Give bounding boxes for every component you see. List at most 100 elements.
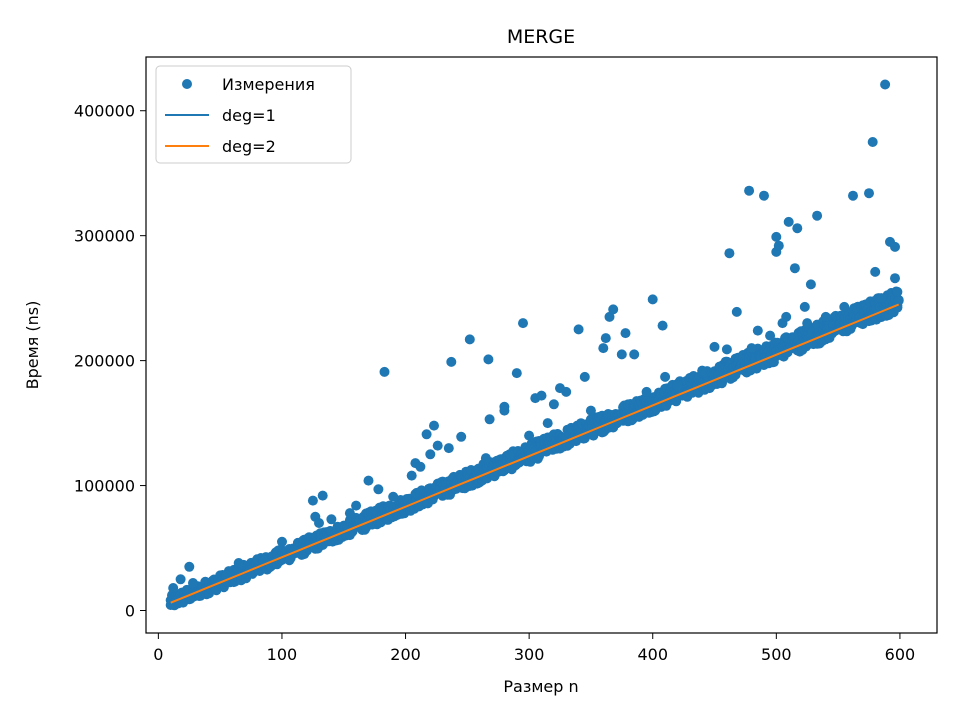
- scatter-point: [351, 500, 362, 511]
- scatter-point: [892, 286, 903, 297]
- y-axis-label: Время (ns): [23, 301, 42, 390]
- scatter-point: [188, 578, 198, 588]
- scatter-point: [805, 279, 816, 290]
- scatter-point: [731, 306, 742, 317]
- scatter-point: [792, 223, 803, 234]
- scatter-point: [608, 304, 619, 315]
- scatter-point: [657, 320, 668, 331]
- y-tick-label: 300000: [74, 227, 135, 246]
- scatter-point: [373, 484, 384, 495]
- scatter-point: [839, 301, 850, 312]
- scatter-point: [429, 420, 439, 431]
- scatter-point: [388, 491, 399, 502]
- x-axis-label: Размер n: [503, 677, 578, 696]
- y-tick-label: 400000: [74, 102, 135, 121]
- x-tick-label: 300: [514, 645, 545, 664]
- scatter-point: [598, 343, 609, 354]
- scatter-point: [773, 240, 784, 251]
- x-axis: 0 100 200 300 400 500 600: [153, 633, 915, 664]
- scatter-point: [406, 470, 417, 481]
- scatter-point: [781, 311, 792, 322]
- scatter-point: [588, 430, 599, 441]
- scatter-point: [600, 333, 611, 344]
- scatter-point: [870, 266, 881, 277]
- scatter-point: [363, 475, 374, 486]
- scatter-point: [175, 574, 186, 585]
- scatter-point: [480, 453, 491, 464]
- scatter-point: [511, 368, 522, 379]
- scatter-point: [344, 508, 355, 519]
- scatter-point: [893, 295, 904, 306]
- scatter-point: [432, 440, 443, 451]
- scatter-point: [548, 399, 559, 410]
- scatter-point: [579, 371, 590, 382]
- scatter-point: [812, 210, 823, 221]
- y-tick-label: 0: [125, 602, 135, 621]
- scatter-point: [724, 248, 735, 259]
- scatter-point: [744, 185, 755, 196]
- scatter-point: [464, 334, 475, 345]
- legend-box: [155, 65, 352, 164]
- scatter-point: [446, 356, 457, 367]
- scatter-point: [759, 190, 769, 201]
- scatter-point: [802, 318, 813, 329]
- scatter-point: [820, 311, 831, 322]
- scatter-point: [484, 414, 495, 425]
- legend-label-deg1: deg=1: [222, 106, 276, 125]
- scatter-point: [168, 583, 179, 593]
- scatter-point: [890, 273, 900, 284]
- scatter-point: [518, 318, 528, 329]
- legend: Измерения deg=1 deg=2: [155, 65, 352, 164]
- scatter-point: [876, 293, 887, 304]
- scatter-point: [867, 137, 878, 147]
- scatter-point: [415, 461, 426, 472]
- plot-area: [165, 79, 904, 611]
- scatter-point: [456, 431, 467, 442]
- legend-label-measurements: Измерения: [222, 75, 315, 94]
- scatter-point: [641, 386, 652, 397]
- legend-label-deg2: deg=2: [222, 137, 276, 156]
- scatter-point: [765, 330, 776, 341]
- scatter-point: [752, 325, 763, 336]
- series-line-deg2: [170, 303, 900, 604]
- scatter-point: [709, 341, 720, 352]
- scatter-point: [697, 365, 708, 376]
- scatter-point: [425, 449, 436, 460]
- x-tick-label: 0: [153, 645, 163, 664]
- scatter-point: [864, 188, 874, 199]
- x-tick-label: 600: [885, 645, 916, 664]
- chart-title: MERGE: [507, 26, 575, 48]
- scatter-point: [379, 366, 390, 377]
- y-axis: 0 100000 200000 300000 400000: [74, 102, 146, 621]
- scatter-point: [326, 514, 337, 525]
- x-tick-label: 400: [637, 645, 668, 664]
- scatter-point: [880, 79, 891, 90]
- scatter-point: [421, 429, 432, 440]
- axes-frame: [145, 56, 938, 634]
- scatter-point: [647, 294, 658, 305]
- scatter-point: [307, 495, 318, 506]
- scatter-point: [542, 418, 553, 429]
- y-tick-label: 100000: [74, 477, 135, 496]
- y-tick-label: 200000: [74, 352, 135, 371]
- x-tick-label: 500: [761, 645, 792, 664]
- scatter-point: [499, 405, 510, 416]
- x-tick-label: 100: [267, 645, 298, 664]
- scatter-point: [573, 324, 584, 335]
- scatter-point: [233, 558, 244, 568]
- scatter-point: [771, 231, 782, 242]
- scatter-point: [443, 443, 454, 454]
- scatter-point: [561, 386, 572, 397]
- scatter-point: [746, 343, 757, 354]
- scatter-point: [277, 536, 287, 547]
- scatter-point: [616, 349, 627, 360]
- scatter-point: [314, 518, 324, 528]
- scatter-point: [789, 263, 800, 274]
- scatter-point: [317, 490, 328, 501]
- scatter-point: [783, 216, 794, 227]
- scatter-point: [660, 371, 671, 382]
- scatter-point: [184, 561, 195, 572]
- legend-marker-measurements: [182, 79, 192, 89]
